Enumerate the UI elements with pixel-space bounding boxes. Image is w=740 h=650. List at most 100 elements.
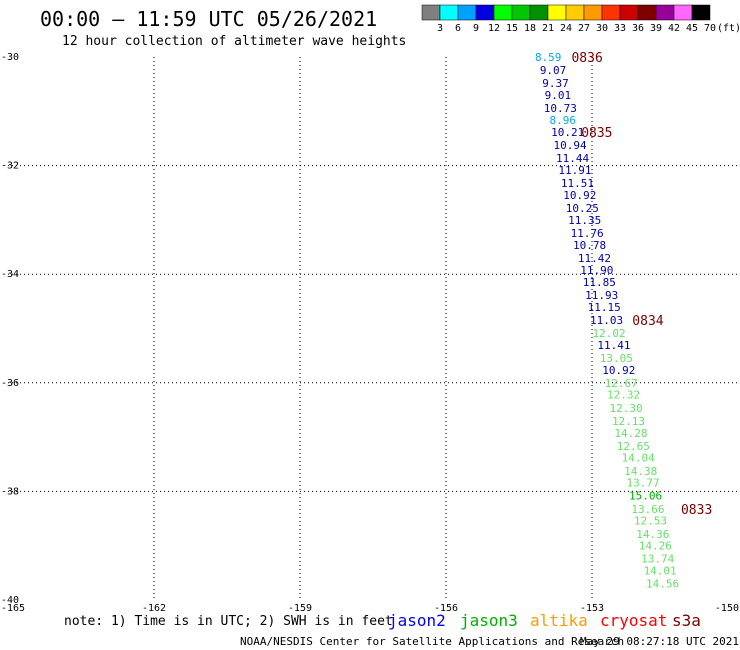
- legend-jason2: jason2: [388, 611, 446, 630]
- y-axis-ticks: -30 -32 -34 -36 -38 -40: [1, 52, 19, 606]
- swh-value: 14.38: [624, 465, 657, 478]
- scale-unit: (ft): [717, 23, 740, 34]
- swh-value: 14.26: [639, 540, 672, 553]
- swh-value: 11.76: [571, 227, 604, 240]
- swh-value: 13.05: [600, 352, 633, 365]
- scale-swatch: [421, 4, 441, 21]
- scale-label: 70: [704, 23, 716, 34]
- swh-value: 13.66: [631, 503, 664, 516]
- scale-swatch: [691, 4, 711, 21]
- scale-swatch: [601, 4, 621, 21]
- scale-swatch: [529, 4, 549, 21]
- scale-swatch: [511, 4, 531, 21]
- scale-label: 18: [524, 23, 536, 34]
- scale-label: 45: [686, 23, 698, 34]
- legend-cryosat: cryosat: [600, 611, 667, 630]
- swh-value: 11.42: [578, 252, 611, 265]
- x-axis-ticks: -165 -162 -159 -156 -153 -150: [1, 603, 739, 614]
- swh-value: 11.85: [583, 276, 616, 289]
- swh-value: 10.92: [602, 364, 635, 377]
- footer-timestamp: May 29 08:27:18 UTC 2021: [580, 635, 739, 648]
- chart-title: 00:00 – 11:59 UTC 05/26/2021: [40, 7, 377, 31]
- swh-value: 12.67: [605, 377, 638, 390]
- scale-label: 42: [668, 23, 680, 34]
- swh-value: 11.51: [561, 177, 594, 190]
- pass-time-label: 0834: [632, 314, 663, 329]
- scale-label: 3: [437, 23, 443, 34]
- scale-label: 30: [596, 23, 608, 34]
- swh-value: 14.56: [646, 578, 679, 591]
- y-tick-label: -36: [1, 378, 19, 389]
- swh-value: 12.65: [617, 440, 650, 453]
- x-tick-label: -159: [288, 603, 312, 614]
- legend-altika: altika: [530, 611, 588, 630]
- footer-note: note: 1) Time is in UTC; 2) SWH is in fe…: [64, 614, 393, 629]
- x-tick-label: -162: [142, 603, 166, 614]
- swh-value: 10.78: [573, 239, 606, 252]
- pass-time-labels: 0836 0835 0834 0833: [571, 51, 712, 518]
- swh-value: 15.06: [629, 490, 662, 503]
- scale-swatch: [493, 4, 513, 21]
- scale-label: 24: [560, 23, 572, 34]
- swh-value: 13.74: [641, 553, 674, 566]
- y-tick-label: -40: [1, 595, 19, 606]
- pass-time-label: 0833: [681, 503, 712, 518]
- swh-value: 10.73: [544, 102, 577, 115]
- scale-label: 12: [488, 23, 500, 34]
- swh-value: 14.04: [622, 452, 655, 465]
- swh-value: 12.30: [610, 402, 643, 415]
- scale-swatch: [673, 4, 693, 21]
- legend-jason3: jason3: [460, 611, 518, 630]
- swh-value: 12.13: [612, 415, 645, 428]
- footer-credit: NOAA/NESDIS Center for Satellite Applica…: [240, 635, 624, 648]
- scale-swatch: [457, 4, 477, 21]
- swh-value: 10.92: [563, 189, 596, 202]
- scale-swatch: [439, 4, 459, 21]
- swh-value: 14.01: [644, 565, 677, 578]
- swh-value: 10.94: [554, 139, 587, 152]
- scale-label: 15: [506, 23, 518, 34]
- swh-value: 11.35: [568, 214, 601, 227]
- scale-swatch: [565, 4, 585, 21]
- scale-swatch: [637, 4, 657, 21]
- pass-time-label: 0836: [571, 51, 602, 66]
- color-scale: 3 6 9 12 15 18 21 24 27 30 33 36 39 42 45 70 (ft): [421, 4, 740, 34]
- wave-height-points: 8.599.079.379.0110.738.9610.2110.9411.44…: [535, 51, 679, 591]
- swh-value: 9.37: [542, 77, 569, 90]
- swh-value: 14.28: [614, 427, 647, 440]
- swh-value: 11.93: [585, 289, 618, 302]
- scale-label: 39: [650, 23, 662, 34]
- pass-time-label: 0835: [581, 126, 612, 141]
- scale-swatch: [547, 4, 567, 21]
- swh-value: 10.25: [566, 202, 599, 215]
- swh-value: 8.96: [550, 114, 577, 127]
- scale-label: 33: [614, 23, 626, 34]
- swh-value: 11.90: [580, 264, 613, 277]
- swh-value: 11.91: [558, 164, 591, 177]
- scale-swatch: [655, 4, 675, 21]
- x-tick-label: -150: [715, 603, 739, 614]
- swh-value: 10.21: [551, 126, 584, 139]
- swh-value: 8.59: [535, 51, 562, 64]
- scale-label: 6: [455, 23, 461, 34]
- swh-value: 11.03: [590, 314, 623, 327]
- scale-label: 27: [578, 23, 590, 34]
- scale-label: 36: [632, 23, 644, 34]
- y-tick-label: -34: [1, 269, 19, 280]
- x-tick-label: -153: [580, 603, 604, 614]
- swh-value: 11.15: [588, 301, 621, 314]
- x-tick-label: -165: [1, 603, 25, 614]
- swh-value: 11.41: [597, 339, 630, 352]
- scale-label: 9: [473, 23, 479, 34]
- swh-value: 12.53: [634, 515, 667, 528]
- swh-value: 13.77: [627, 477, 660, 490]
- scale-swatch: [583, 4, 603, 21]
- grid-lines: [8, 57, 738, 600]
- legend-s3a: s3a: [672, 611, 701, 630]
- swh-value: 11.44: [556, 152, 589, 165]
- satellite-legend: jason2 jason3 altika cryosat s3a: [388, 611, 701, 630]
- scale-swatch: [619, 4, 639, 21]
- swh-value: 14.36: [636, 528, 669, 541]
- y-tick-label: -32: [1, 161, 19, 172]
